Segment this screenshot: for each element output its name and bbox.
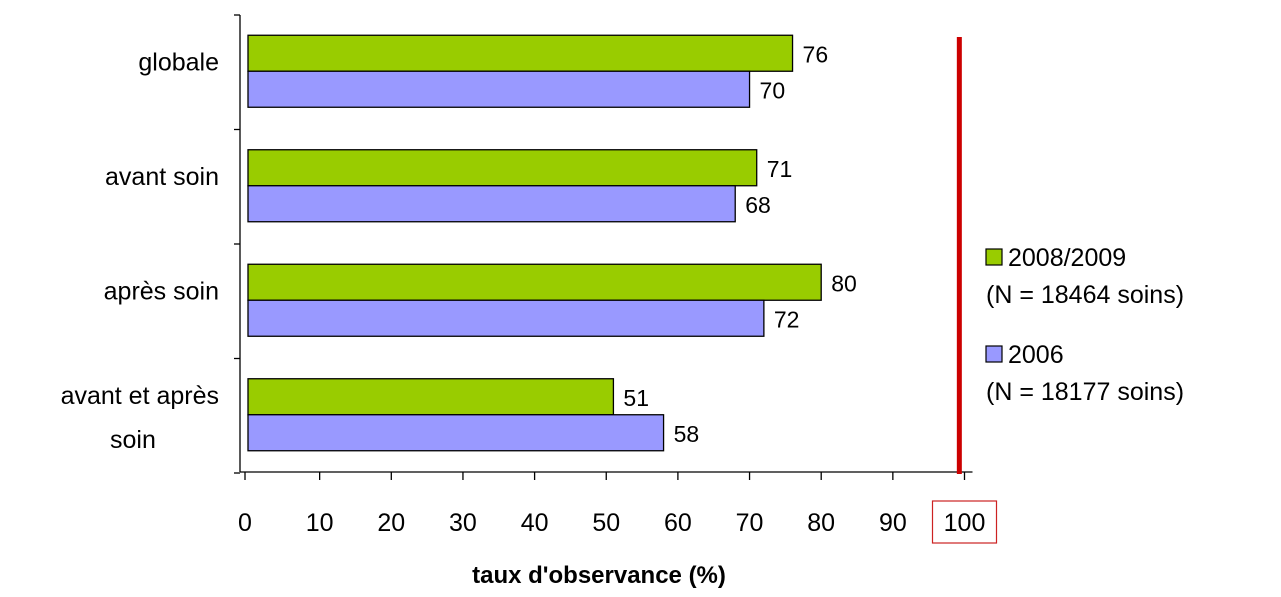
legend-sublabel: (N = 18177 soins) (986, 378, 1184, 406)
x-tick-label: 60 (664, 509, 692, 537)
category-label: globale (138, 48, 219, 76)
data-label: 58 (674, 421, 700, 447)
data-label: 80 (831, 270, 857, 296)
bar-series2 (247, 185, 736, 223)
x-tick-label: 0 (238, 509, 252, 537)
data-label: 70 (760, 77, 786, 103)
x-tick-label: 90 (879, 509, 907, 537)
bar-series2 (247, 70, 751, 108)
x-tick-label: 50 (592, 509, 620, 537)
x-tick-label: 100 (944, 509, 986, 537)
x-tick-label: 10 (306, 509, 334, 537)
x-tick-label: 20 (377, 509, 405, 537)
legend-swatch (985, 248, 1003, 266)
category-label: avant soin (105, 163, 219, 191)
bar-series1 (247, 263, 822, 301)
data-label: 71 (767, 156, 793, 182)
legend-label: 2006 (1008, 341, 1064, 369)
highlighted-tick-box (931, 500, 998, 544)
x-tick-label: 80 (807, 509, 835, 537)
axes-layer (234, 14, 998, 544)
x-tick-label: 30 (449, 509, 477, 537)
legend-label: 2008/2009 (1008, 244, 1126, 272)
bar-series1 (247, 149, 758, 187)
bar-series2 (247, 299, 765, 337)
legend-sublabel: (N = 18464 soins) (986, 281, 1184, 309)
category-label: après soin (104, 277, 219, 305)
bar-series1 (247, 34, 794, 72)
x-tick-label: 70 (736, 509, 764, 537)
data-label: 51 (623, 385, 649, 411)
x-axis-title: taux d'observance (%) (472, 562, 726, 589)
category-label: avant et après (61, 382, 219, 410)
legend: 2008/2009 (N = 18464 soins) 2006 (N = 18177… (985, 244, 1184, 406)
x-tick-label: 40 (521, 509, 549, 537)
bars-layer (247, 34, 822, 452)
data-label: 68 (745, 192, 771, 218)
category-label: soin (110, 426, 156, 454)
legend-swatch (985, 345, 1003, 363)
labels-layer: 76 70 globale 71 68 avant soin 80 72 après soin 5… (61, 41, 986, 537)
bar-series2 (247, 414, 665, 452)
data-label: 72 (774, 306, 800, 332)
bar-series1 (247, 378, 615, 416)
data-label: 76 (803, 41, 829, 67)
